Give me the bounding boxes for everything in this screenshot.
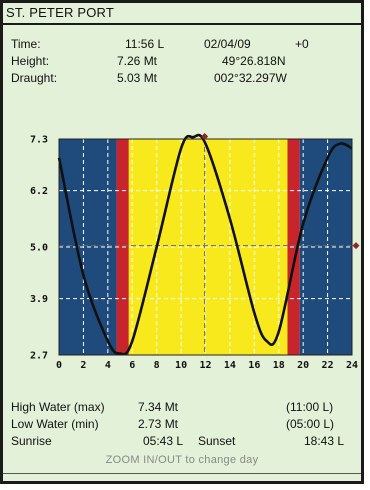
y-tick-label-1: 6.2 <box>30 186 48 197</box>
y-tick-label-0: 7.3 <box>30 135 48 146</box>
bottom-divider <box>3 473 361 474</box>
draught-value: 5.03 Mt <box>117 71 158 85</box>
height-label: Height: <box>11 54 50 68</box>
high-water-time: (11:00 L) <box>286 400 334 414</box>
draught-marker <box>352 242 360 250</box>
y-tick-label-4: 2.7 <box>30 351 48 362</box>
sunrise-value: 05:43 L <box>143 434 184 448</box>
height-value: 7.26 Mt <box>117 54 158 68</box>
x-tick-label-2: 4 <box>105 360 111 371</box>
tide-app-window: ST. PETER PORT Time: 11:56 L 02/04/09 +0… <box>0 0 364 484</box>
x-tick-label-9: 18 <box>273 360 285 371</box>
port-title: ST. PETER PORT <box>3 3 361 25</box>
sunset-value: 18:43 L <box>304 434 345 448</box>
x-tick-label-3: 6 <box>129 360 135 371</box>
high-water-value: 7.34 Mt <box>138 400 179 414</box>
x-tick-label-8: 16 <box>248 360 260 371</box>
tide-curve <box>57 133 353 356</box>
draught-label: Draught: <box>11 71 58 85</box>
x-tick-label-4: 8 <box>154 360 160 371</box>
time-label: Time: <box>11 37 41 51</box>
x-tick-label-6: 12 <box>199 360 211 371</box>
sunset-label: Sunset <box>198 434 236 448</box>
high-water-label: High Water (max) <box>11 400 105 414</box>
x-tick-label-0: 0 <box>56 360 62 371</box>
zoom-hint: ZOOM IN/OUT to change day <box>105 454 259 466</box>
port-name: ST. PETER PORT <box>6 5 115 20</box>
y-tick-label-3: 3.9 <box>30 294 48 305</box>
timezone-offset: +0 <box>295 37 309 51</box>
low-water-label: Low Water (min) <box>11 417 99 431</box>
date-value: 02/04/09 <box>204 37 251 51</box>
time-value: 11:56 L <box>125 37 165 51</box>
x-tick-label-7: 14 <box>224 360 236 371</box>
current-time-marker <box>201 133 209 140</box>
low-water-time: (05:00 L) <box>286 417 335 431</box>
x-tick-label-10: 20 <box>297 360 309 371</box>
x-tick-label-12: 24 <box>346 360 358 371</box>
tide-chart[interactable]: 7.36.25.03.92.70 2 4 6 8 10 12 14 16 18 20 22 24 <box>3 3 361 393</box>
x-tick-label-11: 22 <box>322 360 334 371</box>
longitude-value: 002°32.297W <box>214 71 287 85</box>
x-tick-label-5: 10 <box>175 360 187 371</box>
low-water-value: 2.73 Mt <box>138 417 179 431</box>
y-tick-label-2: 5.0 <box>30 243 48 254</box>
latitude-value: 49°26.818N <box>222 54 286 68</box>
x-tick-label-1: 2 <box>80 360 86 371</box>
sunrise-label: Sunrise <box>11 434 52 448</box>
